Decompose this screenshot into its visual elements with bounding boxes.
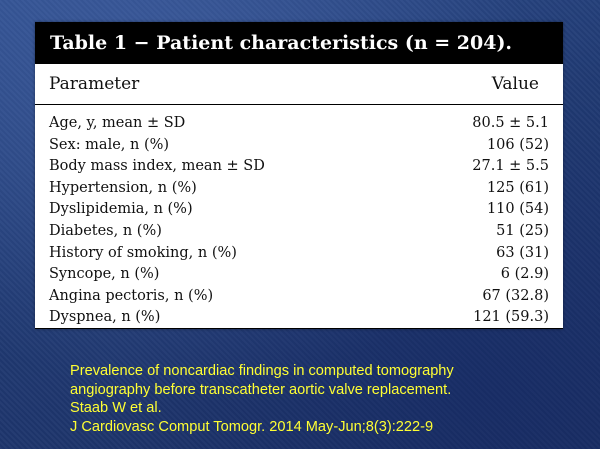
patient-characteristics-table: Table 1 − Patient characteristics (n = 2… xyxy=(35,22,563,329)
row-parameter: Dyslipidemia, n (%) xyxy=(49,201,193,218)
table-body: Age, y, mean ± SD 80.5 ± 5.1 Sex: male, … xyxy=(35,105,563,329)
row-parameter: Sex: male, n (%) xyxy=(49,136,170,153)
row-parameter: Hypertension, n (%) xyxy=(49,179,197,196)
row-parameter: History of smoking, n (%) xyxy=(49,244,237,261)
table-header-row: Parameter Value xyxy=(35,64,563,105)
header-value: Value xyxy=(491,74,539,94)
row-value: 110 (54) xyxy=(486,201,549,218)
header-parameter: Parameter xyxy=(49,74,140,94)
row-parameter: Diabetes, n (%) xyxy=(49,222,162,239)
row-value: 106 (52) xyxy=(486,136,549,153)
row-value: 67 (32.8) xyxy=(482,287,549,304)
citation-line: angiography before transcatheter aortic … xyxy=(70,381,452,398)
row-value: 6 (2.9) xyxy=(500,266,549,283)
row-parameter: Angina pectoris, n (%) xyxy=(49,287,214,304)
table-row: History of smoking, n (%) 63 (31) xyxy=(35,243,563,265)
table-row: Syncope, n (%) 6 (2.9) xyxy=(35,264,563,286)
table-row: Dyslipidemia, n (%) 110 (54) xyxy=(35,199,563,221)
citation-text: Prevalence of noncardiac findings in com… xyxy=(70,362,570,436)
row-value: 51 (25) xyxy=(496,222,549,239)
row-value: 80.5 ± 5.1 xyxy=(472,115,549,131)
citation-line: J Cardiovasc Comput Tomogr. 2014 May-Jun… xyxy=(70,418,434,435)
table-row: Sex: male, n (%) 106 (52) xyxy=(35,135,563,157)
row-parameter: Body mass index, mean ± SD xyxy=(49,158,265,175)
table-row: Hypertension, n (%) 125 (61) xyxy=(35,178,563,200)
row-parameter: Syncope, n (%) xyxy=(49,266,160,283)
row-parameter: Dyspnea, n (%) xyxy=(49,309,161,326)
row-value: 125 (61) xyxy=(486,179,549,196)
row-value: 27.1 ± 5.5 xyxy=(472,158,549,175)
row-parameter: Age, y, mean ± SD xyxy=(49,115,186,131)
table-row: Age, y, mean ± SD 80.5 ± 5.1 xyxy=(35,113,563,135)
citation-line: Prevalence of noncardiac findings in com… xyxy=(70,363,454,379)
table-caption: Table 1 − Patient characteristics (n = 2… xyxy=(35,22,563,64)
row-value: 121 (59.3) xyxy=(473,309,549,326)
table-row: Angina pectoris, n (%) 67 (32.8) xyxy=(35,286,563,308)
table-bottom-rule xyxy=(35,328,563,329)
table-row: Dyspnea, n (%) 121 (59.3) xyxy=(35,307,563,329)
citation-line: Staab W et al. xyxy=(70,400,162,416)
table-row: Body mass index, mean ± SD 27.1 ± 5.5 xyxy=(35,156,563,178)
row-value: 63 (31) xyxy=(496,244,549,261)
table-row: Diabetes, n (%) 51 (25) xyxy=(35,221,563,243)
